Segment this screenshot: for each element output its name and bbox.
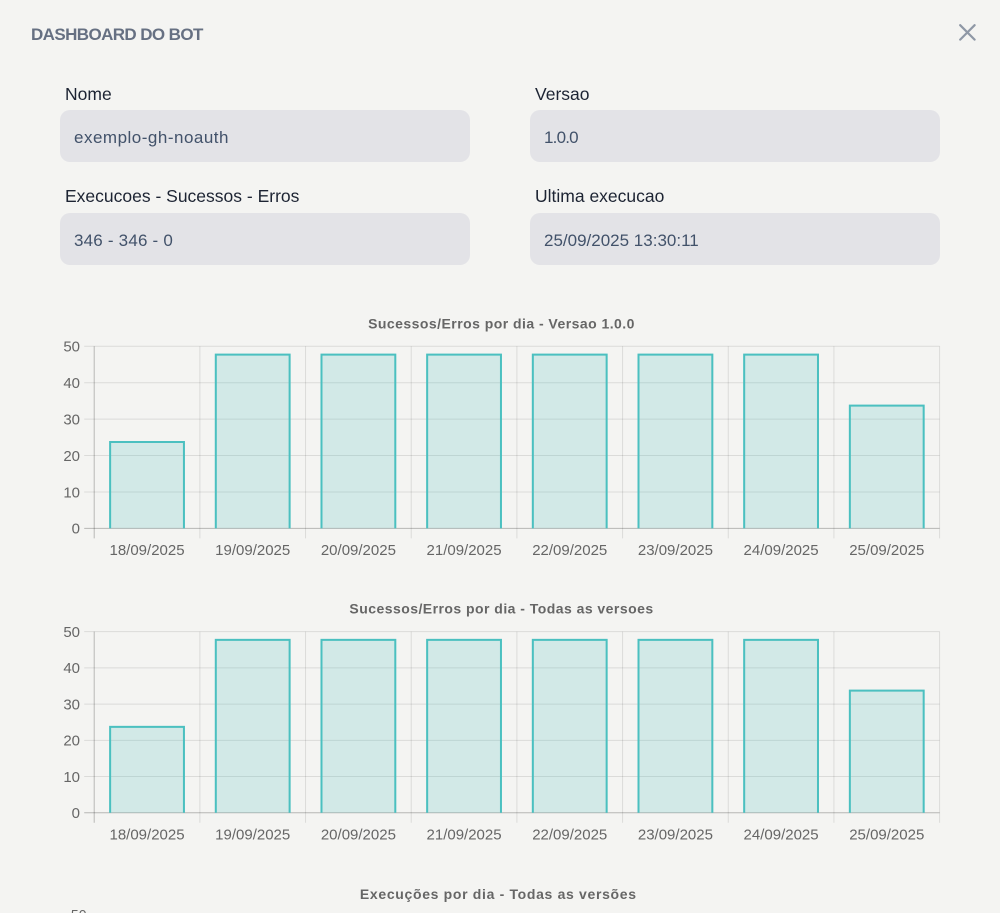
svg-text:20/09/2025: 20/09/2025 xyxy=(321,542,396,559)
svg-text:10: 10 xyxy=(63,484,80,501)
svg-text:21/09/2025: 21/09/2025 xyxy=(427,542,502,559)
svg-text:21/09/2025: 21/09/2025 xyxy=(427,827,502,844)
svg-text:20: 20 xyxy=(63,448,80,465)
svg-text:22/09/2025: 22/09/2025 xyxy=(532,827,607,844)
svg-text:19/09/2025: 19/09/2025 xyxy=(215,542,290,559)
svg-text:30: 30 xyxy=(63,696,80,713)
svg-text:24/09/2025: 24/09/2025 xyxy=(744,542,819,559)
svg-text:0: 0 xyxy=(72,805,80,822)
svg-text:50: 50 xyxy=(63,624,80,641)
svg-text:40: 40 xyxy=(63,375,80,392)
svg-text:Execuções por dia - Todas as v: Execuções por dia - Todas as versões xyxy=(360,886,637,902)
svg-text:Sucessos/Erros por dia - Todas: Sucessos/Erros por dia - Todas as versoe… xyxy=(349,601,653,617)
svg-text:20/09/2025: 20/09/2025 xyxy=(321,827,396,844)
svg-text:20: 20 xyxy=(63,733,80,750)
svg-text:18/09/2025: 18/09/2025 xyxy=(109,542,184,559)
svg-text:50: 50 xyxy=(63,339,80,356)
svg-text:18/09/2025: 18/09/2025 xyxy=(109,827,184,844)
svg-text:Sucessos/Erros por dia - Versa: Sucessos/Erros por dia - Versao 1.0.0 xyxy=(368,316,635,332)
svg-text:23/09/2025: 23/09/2025 xyxy=(638,827,713,844)
svg-text:25/09/2025: 25/09/2025 xyxy=(849,542,924,559)
svg-text:40: 40 xyxy=(63,660,80,677)
svg-text:23/09/2025: 23/09/2025 xyxy=(638,542,713,559)
svg-text:24/09/2025: 24/09/2025 xyxy=(744,827,819,844)
svg-text:50: 50 xyxy=(71,907,87,913)
svg-text:19/09/2025: 19/09/2025 xyxy=(215,827,290,844)
svg-text:0: 0 xyxy=(72,521,80,538)
svg-text:30: 30 xyxy=(63,411,80,428)
svg-text:22/09/2025: 22/09/2025 xyxy=(532,542,607,559)
svg-text:10: 10 xyxy=(63,769,80,786)
svg-text:25/09/2025: 25/09/2025 xyxy=(849,827,924,844)
